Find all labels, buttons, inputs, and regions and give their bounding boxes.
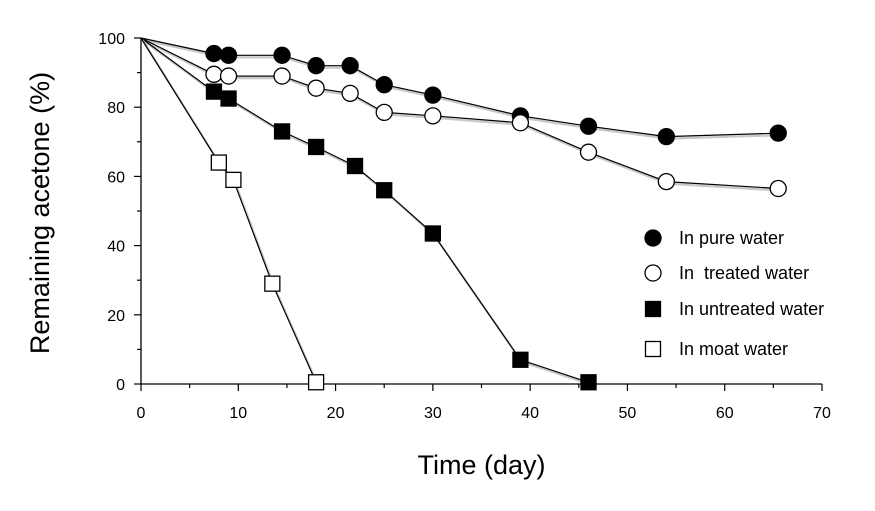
series-2	[140, 37, 787, 198]
axes	[140, 38, 822, 385]
y-tick-label: 100	[98, 31, 125, 48]
data-point	[307, 57, 325, 75]
legend-entry: In pure water	[644, 228, 784, 248]
data-point	[225, 171, 242, 189]
legend-label: In moat water	[679, 339, 788, 359]
series-4	[140, 37, 325, 391]
legend-marker	[644, 264, 662, 282]
data-point	[341, 84, 359, 103]
data-point	[375, 103, 393, 122]
series-line	[140, 37, 317, 383]
data-point	[579, 117, 598, 135]
x-tick-label: 50	[619, 405, 637, 422]
data-point	[657, 172, 675, 191]
data-point	[307, 138, 325, 156]
x-tick-label: 40	[521, 405, 539, 422]
data-point	[657, 127, 675, 146]
legend-entry: In moat water	[644, 339, 788, 359]
x-tick-label: 10	[229, 405, 247, 422]
data-point	[511, 114, 530, 132]
data-point	[424, 86, 442, 104]
legend-label: In untreated water	[679, 299, 824, 319]
data-point	[346, 157, 364, 175]
data-point	[264, 275, 281, 292]
data-point	[220, 90, 237, 107]
x-tick-label: 20	[327, 405, 345, 422]
y-tick-label: 80	[107, 100, 125, 117]
data-point	[376, 182, 393, 199]
y-tick-label: 40	[107, 239, 125, 256]
series-layer	[140, 37, 787, 391]
data-point	[424, 107, 442, 125]
x-tick-label: 30	[424, 405, 442, 422]
series-1	[140, 37, 787, 146]
data-point	[580, 374, 597, 391]
x-tick-label: 0	[137, 405, 146, 422]
legend: In pure water In treated water In untreate…	[644, 228, 824, 359]
data-point	[273, 123, 291, 140]
legend-marker	[644, 229, 662, 247]
y-tick-label: 20	[107, 308, 125, 325]
x-tick-label: 60	[716, 405, 734, 422]
data-point	[769, 124, 787, 142]
legend-marker	[644, 300, 662, 318]
data-point	[219, 67, 238, 85]
data-point	[341, 57, 359, 75]
data-point	[512, 351, 529, 368]
data-point	[205, 83, 223, 100]
y-axis-title: Remaining acetone (%)	[25, 72, 55, 354]
series-line-shadow	[142, 39, 780, 192]
data-point	[307, 79, 325, 97]
ticks: 0 10 20 30 40 50 60 70 0 20 40 60 80 100	[98, 31, 831, 422]
data-point	[307, 374, 325, 391]
legend-marker	[644, 340, 662, 358]
x-tick-label: 70	[813, 405, 831, 422]
series-3	[140, 37, 597, 391]
data-point	[273, 67, 291, 85]
legend-entry: In treated water	[644, 263, 809, 283]
legend-label: In pure water	[679, 228, 784, 248]
data-point	[205, 65, 223, 83]
data-point	[219, 46, 238, 64]
x-axis-title: Time (day)	[417, 450, 545, 480]
series-line	[140, 37, 779, 190]
data-point	[769, 179, 787, 198]
legend-entry: In untreated water	[644, 299, 824, 319]
y-tick-label: 0	[116, 377, 125, 394]
y-tick-label: 60	[107, 169, 125, 186]
legend-label: In treated water	[679, 263, 809, 283]
data-point	[273, 46, 291, 64]
data-point	[579, 143, 598, 161]
data-point	[210, 154, 227, 171]
data-point	[205, 44, 223, 63]
data-point	[375, 76, 393, 94]
data-point	[424, 225, 442, 242]
